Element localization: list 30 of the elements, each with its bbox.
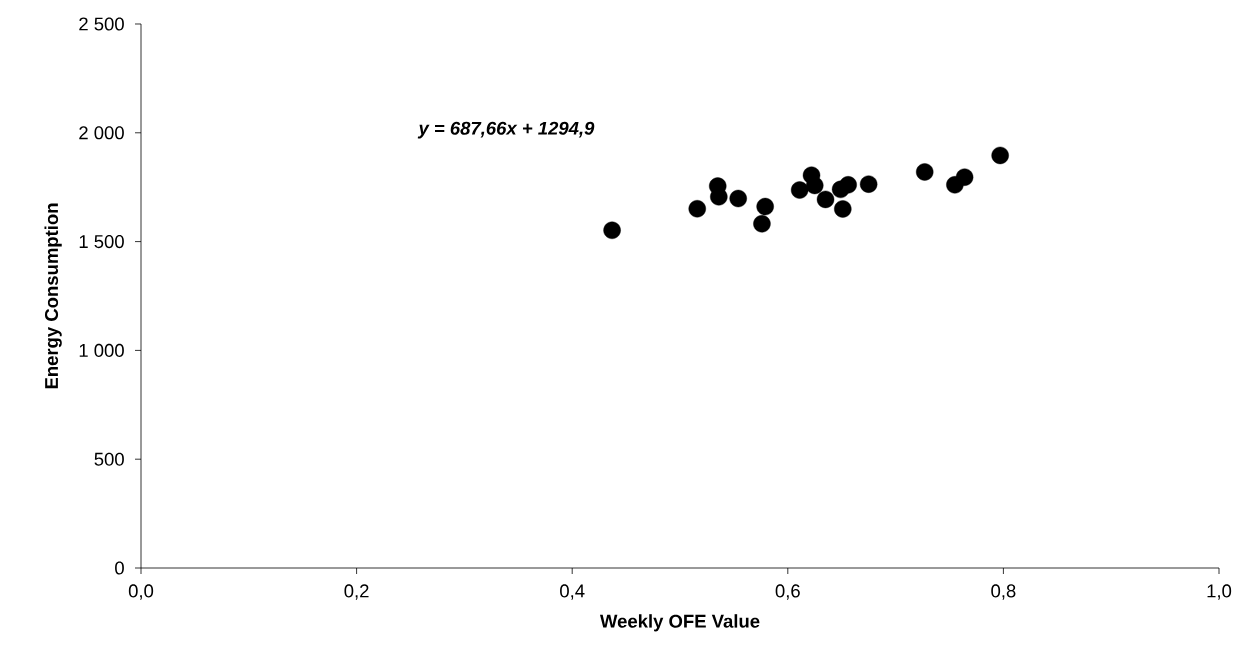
x-tick-label: 0,6 [775, 584, 800, 600]
point [834, 200, 852, 218]
point [603, 221, 621, 239]
y-tick-label: 1 000 [79, 343, 124, 357]
point [790, 181, 809, 199]
x-axis-title: Weekly OFE Value [599, 614, 760, 632]
x-tick-label: 0,4 [560, 584, 585, 600]
x-tick-label: 0,8 [991, 584, 1016, 600]
point [688, 200, 706, 218]
x-tick-label: 0,0 [128, 584, 154, 600]
point [839, 176, 857, 194]
y-tick-label: 2 000 [79, 126, 124, 140]
y-tick-label: 2 500 [79, 17, 124, 31]
point [710, 188, 728, 206]
y-tick-label: 500 [94, 452, 124, 466]
annotation: y = 687,66x + 1294,9 [417, 121, 595, 139]
point [991, 146, 1009, 165]
point [916, 163, 934, 181]
x-tick-label: 1,0 [1207, 584, 1232, 600]
point [859, 175, 878, 193]
y-tick-label: 1 500 [79, 235, 124, 249]
point [816, 190, 835, 209]
point [756, 197, 774, 216]
y-tick-label: 0 [115, 561, 124, 575]
point [955, 168, 974, 186]
point [729, 189, 747, 208]
y-axis-title: Energy Consumption [44, 203, 62, 389]
x-tick-label: 0,2 [344, 584, 369, 600]
point [806, 176, 824, 195]
point [753, 215, 771, 233]
